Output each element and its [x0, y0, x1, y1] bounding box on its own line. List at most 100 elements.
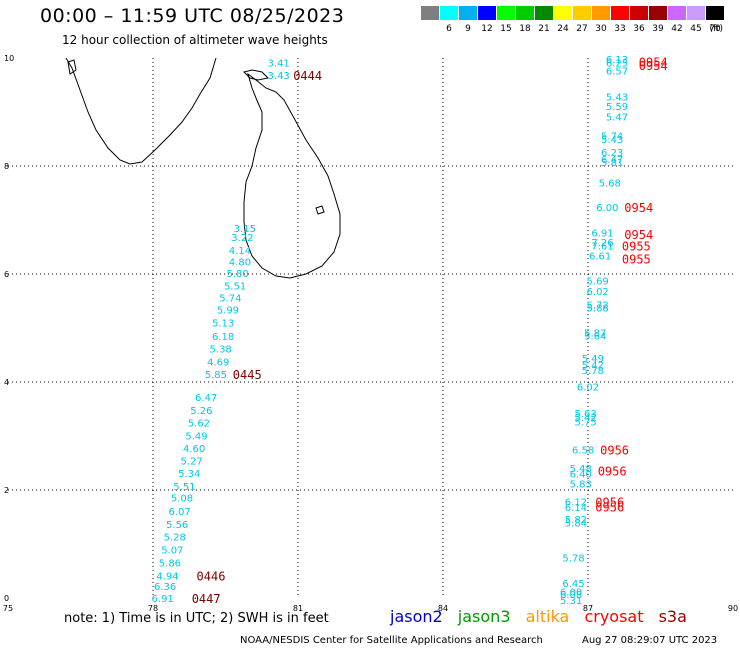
pass-time-label: 0954 — [639, 55, 668, 69]
swh-value: 4.94 — [156, 571, 178, 582]
swh-value: 5.47 — [606, 112, 628, 123]
legend-label: 30 — [595, 24, 607, 34]
pass-time-label: 0446 — [197, 569, 226, 583]
swh-value: 6.02 — [587, 287, 609, 298]
legend-swatch — [573, 6, 591, 20]
longitude-tick-label: 78 — [148, 604, 158, 613]
swh-value: 6.25 — [606, 58, 628, 69]
swh-value: 5.78 — [562, 554, 584, 565]
pass-time-label: 0956 — [595, 495, 624, 509]
longitude-tick-label: 75 — [3, 604, 13, 613]
swh-value: 5.74 — [219, 293, 241, 304]
swh-value: 6.47 — [195, 393, 217, 404]
swh-value: 6.00 — [596, 203, 618, 214]
swh-value: 5.78 — [582, 366, 604, 377]
swh-value: 6.08 — [560, 590, 582, 601]
swh-value: 5.48 — [570, 464, 592, 475]
pass-time-label: 0956 — [600, 444, 629, 458]
swh-value: 6.36 — [154, 582, 176, 593]
page-title: 00:00 – 11:59 UTC 08/25/2023 — [40, 5, 345, 27]
swh-value: 5.82 — [565, 515, 587, 526]
page-subtitle: 12 hour collection of altimeter wave hei… — [62, 33, 328, 47]
legend-swatch — [649, 6, 667, 20]
swh-value: 5.26 — [190, 406, 212, 417]
latitude-tick-label: 4 — [4, 378, 9, 387]
coastline — [65, 57, 341, 279]
island-outline — [315, 205, 325, 215]
swh-value: 5.64 — [584, 332, 606, 343]
swh-value: 4.14 — [229, 246, 251, 257]
swh-value: 3.22 — [231, 233, 253, 244]
swh-value: 6.13 — [606, 55, 628, 66]
legend-label: 70 — [709, 24, 721, 34]
pass-time-label: 0447 — [192, 592, 221, 606]
pass-time-label: 0445 — [233, 368, 262, 382]
pass-time-label: 0954 — [639, 59, 668, 73]
latitude-tick-label: 2 — [4, 486, 9, 495]
swh-value: 5.27 — [181, 456, 203, 467]
swh-value: 5.56 — [166, 520, 188, 531]
swh-value: 7.61 — [591, 241, 613, 252]
swh-value: 5.42 — [574, 413, 596, 424]
satellite-cryosat: cryosat — [584, 607, 644, 626]
swh-value: 5.99 — [217, 306, 239, 317]
legend-swatch — [611, 6, 629, 20]
swh-value: 5.81 — [601, 158, 623, 169]
swh-value: 5.34 — [178, 469, 200, 480]
swh-value: 5.51 — [173, 482, 195, 493]
swh-value: 3.15 — [234, 224, 256, 235]
jaffna-peninsula — [243, 69, 270, 81]
swh-value: 6.23 — [601, 148, 623, 159]
satellite-jason2: jason2 — [390, 607, 443, 626]
legend-swatch — [516, 6, 534, 20]
swh-value: 6.18 — [212, 332, 234, 343]
india-coastline — [65, 57, 217, 165]
swh-value: 6.40 — [570, 469, 592, 480]
legend-label: 24 — [557, 24, 569, 34]
swh-value: 5.84 — [565, 518, 587, 529]
swh-value: 4.80 — [229, 258, 251, 269]
generated-timestamp: Aug 27 08:29:07 UTC 2023 — [582, 635, 718, 646]
axis-labels: 75 78 81 84 87 90 0 2 4 6 8 10 — [3, 54, 738, 613]
legend-swatch — [440, 6, 458, 20]
legend-swatch — [535, 6, 553, 20]
satellite-altika: altika — [525, 607, 570, 626]
swh-value: 5.72 — [587, 300, 609, 311]
swh-value: 5.28 — [164, 533, 186, 544]
swh-value: 5.75 — [574, 418, 596, 429]
swh-value: 5.59 — [606, 102, 628, 113]
swh-value: 5.42 — [582, 360, 604, 371]
footer-note: note: 1) Time is in UTC; 2) SWH is in fe… — [64, 611, 329, 626]
swh-value: 5.62 — [188, 419, 210, 430]
swh-value: 5.74 — [601, 131, 623, 142]
latitude-tick-label: 6 — [4, 270, 9, 279]
latitude-tick-label: 0 — [4, 594, 9, 603]
legend-label: 39 — [652, 24, 664, 34]
longitude-tick-label: 87 — [583, 604, 593, 613]
legend-label: 6 — [446, 24, 452, 34]
longitude-tick-label: 90 — [728, 604, 738, 613]
longitude-tick-label: 84 — [438, 604, 448, 613]
legend-swatch — [478, 6, 496, 20]
swh-value: 6.91 — [591, 229, 613, 240]
swh-value: 4.60 — [183, 444, 205, 455]
swh-value: 3.43 — [268, 71, 290, 82]
swh-value: 6.47 — [601, 155, 623, 166]
swh-value: 5.80 — [226, 269, 248, 280]
swh-value: 5.49 — [185, 432, 207, 443]
longitude-tick-label: 81 — [293, 604, 303, 613]
swh-value: 5.49 — [582, 354, 604, 365]
pass-time-label: 0444 — [293, 69, 322, 83]
swh-value: 3.41 — [268, 58, 290, 69]
legend-label: 9 — [465, 24, 471, 34]
sri-lanka-coastline — [243, 72, 341, 279]
legend-label: 45 — [690, 24, 701, 34]
legend-swatch — [421, 6, 439, 20]
swh-value: 5.13 — [212, 319, 234, 330]
swh-value: 5.07 — [161, 545, 183, 556]
legend-label: 33 — [614, 24, 625, 34]
swh-value: 6.12 — [565, 497, 587, 508]
legend-swatch — [497, 6, 515, 20]
legend-swatch — [459, 6, 477, 20]
